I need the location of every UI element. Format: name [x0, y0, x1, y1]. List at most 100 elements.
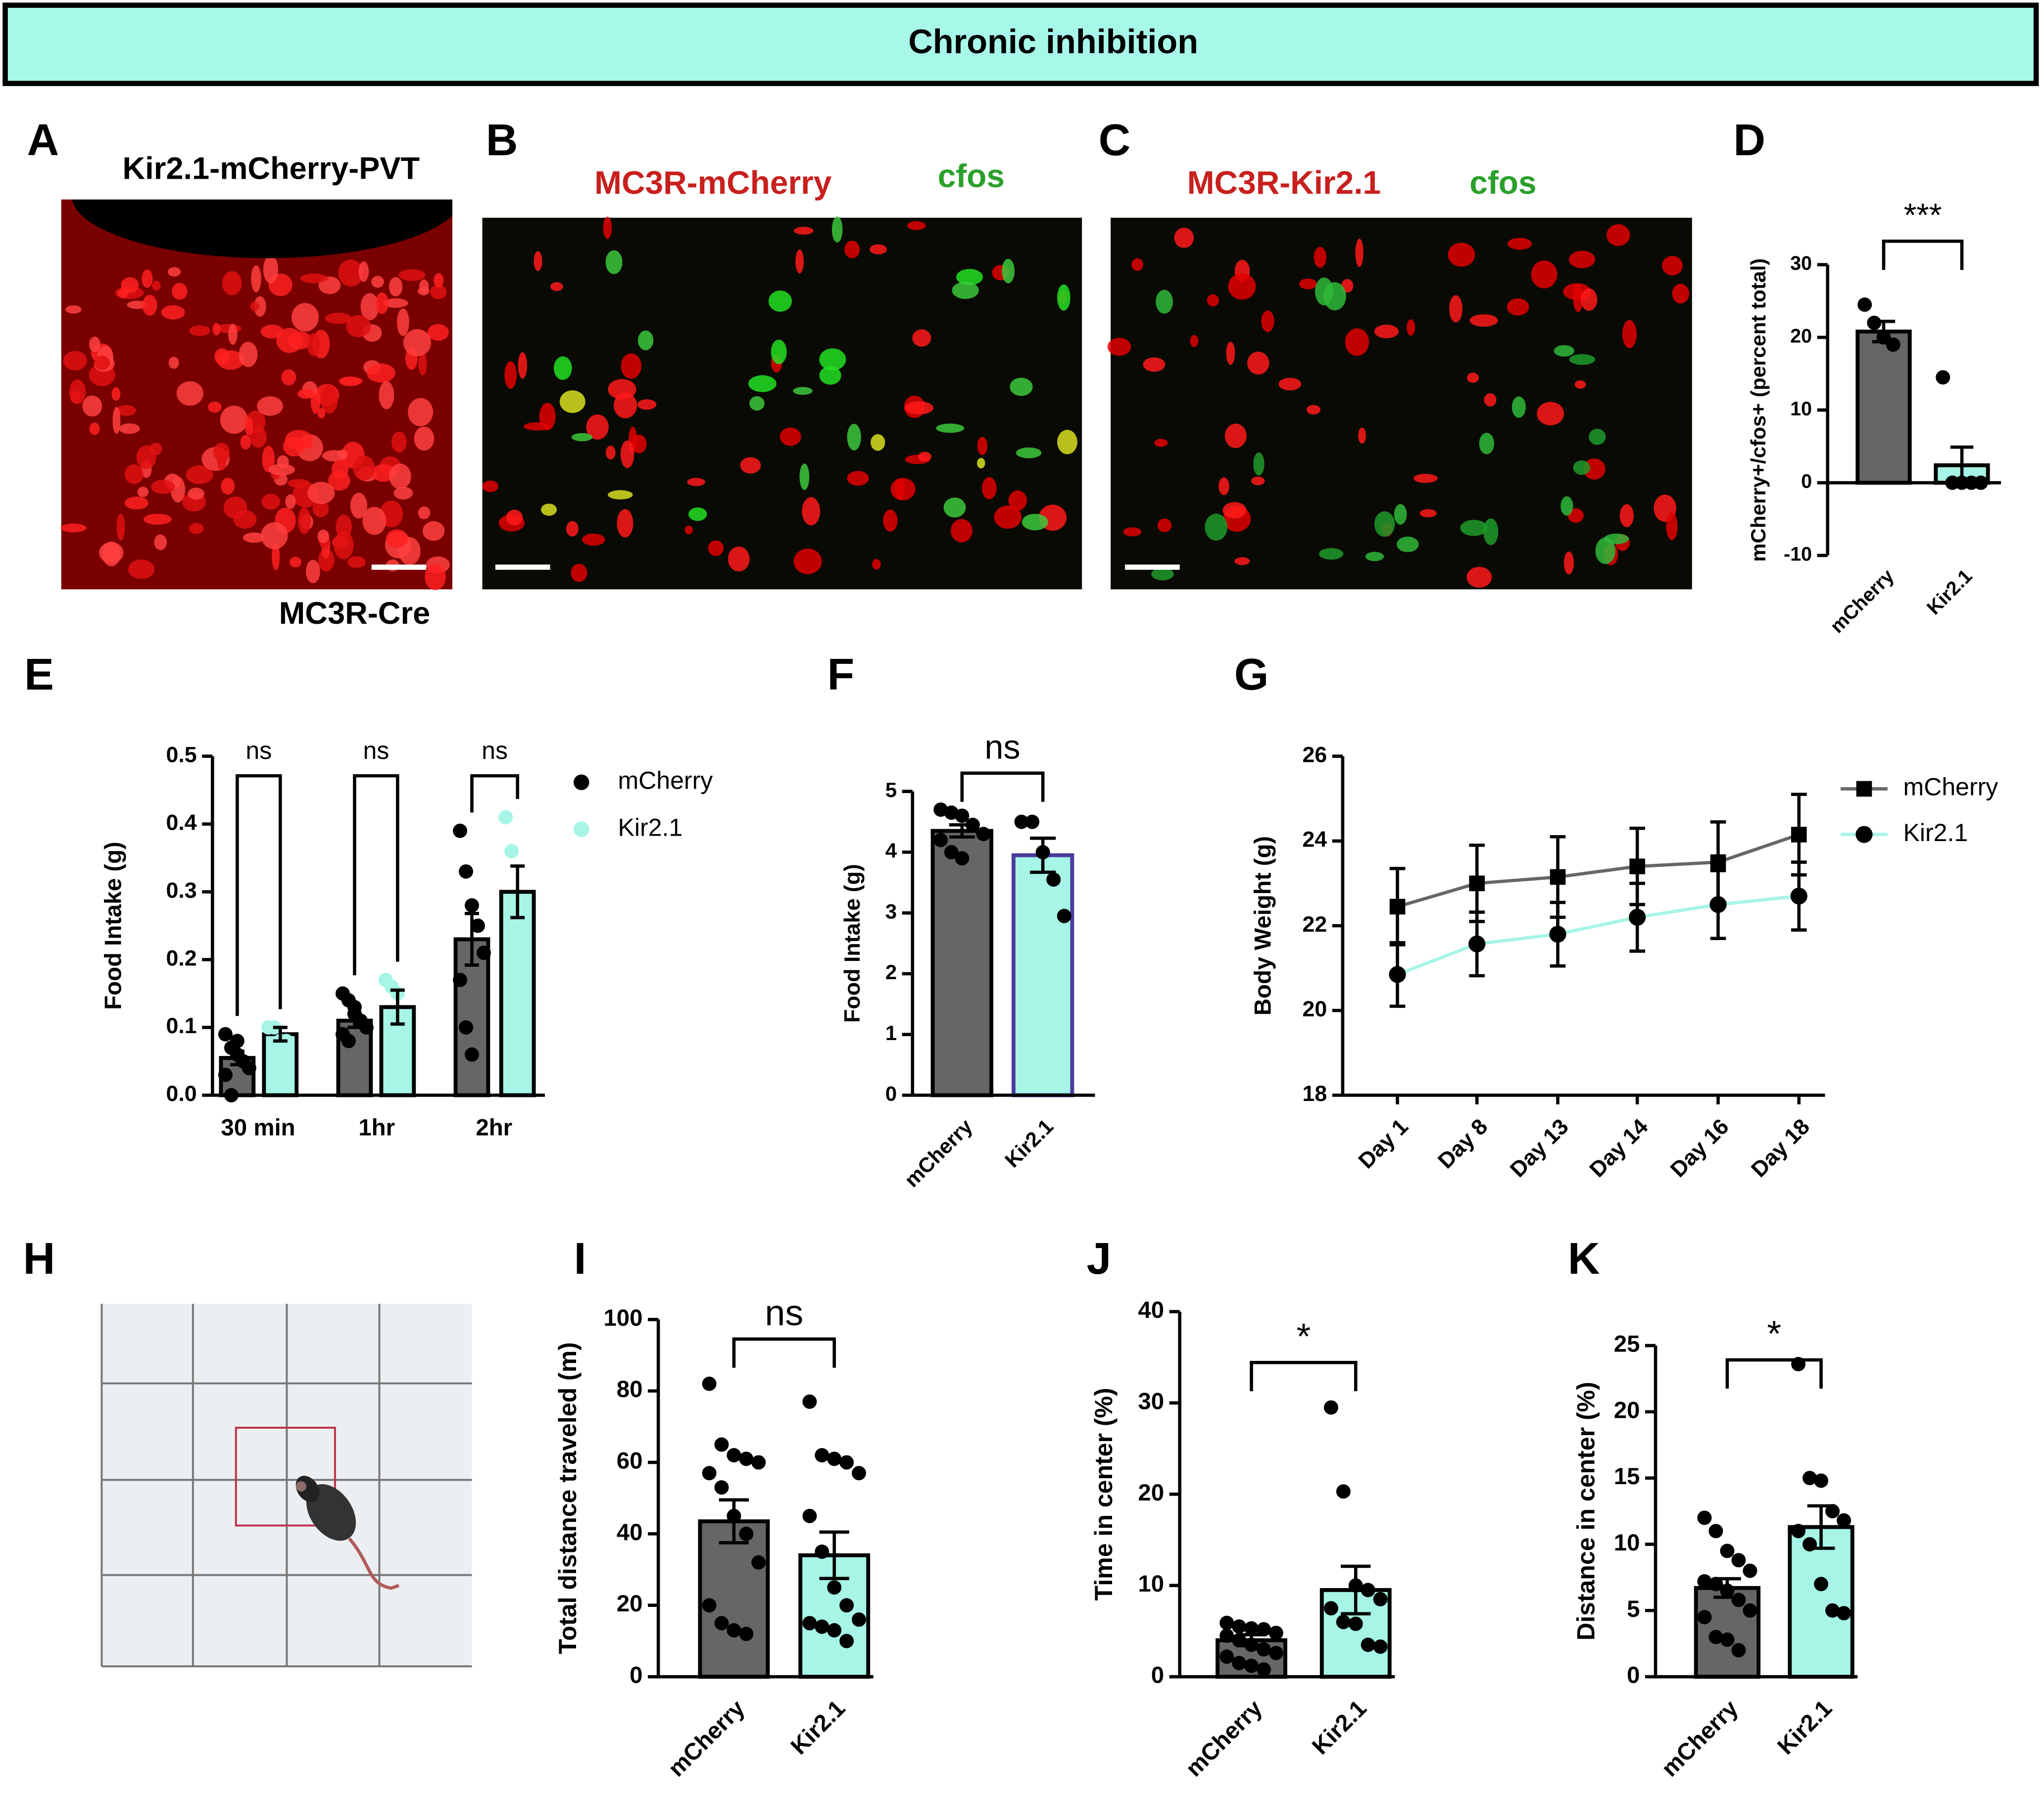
significance-label: ns — [245, 737, 272, 764]
cell — [1314, 247, 1327, 268]
data-point — [1219, 1615, 1234, 1630]
cell — [1560, 496, 1573, 516]
y-axis-label: Body Weight (g) — [1250, 836, 1276, 1015]
cell — [541, 503, 557, 516]
data-point — [751, 1555, 766, 1570]
micrograph-a — [60, 199, 452, 591]
data-point — [727, 1623, 741, 1638]
error-bar — [949, 823, 975, 839]
cell — [289, 556, 301, 568]
data-point — [852, 1466, 867, 1481]
cell — [298, 507, 311, 535]
cell — [137, 487, 148, 498]
cell — [1569, 354, 1596, 365]
data-point — [739, 1526, 754, 1541]
data-point — [1323, 1400, 1338, 1415]
y-tick-label: 4 — [885, 839, 897, 862]
cell — [1581, 288, 1598, 311]
cell — [1002, 258, 1015, 284]
y-tick-label: 10 — [1138, 1571, 1164, 1597]
cell — [1207, 294, 1219, 307]
cell — [539, 402, 556, 431]
cell — [586, 414, 609, 440]
cell — [389, 277, 403, 297]
data-point — [944, 845, 959, 859]
y-axis-label: Food Intake (g) — [100, 842, 126, 1010]
cell — [208, 401, 222, 413]
cell — [1595, 537, 1616, 564]
panel-letter: D — [1733, 115, 1765, 164]
cell — [793, 549, 822, 574]
cell — [951, 519, 973, 543]
micrograph-b — [482, 216, 1082, 590]
cell — [912, 329, 931, 347]
cell — [375, 292, 389, 314]
cell — [621, 353, 642, 379]
center-zone — [235, 1427, 336, 1527]
data-point — [702, 1466, 717, 1481]
cell — [1319, 548, 1344, 560]
data-point — [218, 1067, 233, 1082]
cell — [1222, 502, 1247, 519]
scale-bar — [371, 564, 427, 570]
significance-bracket — [732, 1337, 836, 1368]
cell — [795, 250, 804, 274]
y-tick-label: 5 — [1627, 1596, 1640, 1622]
cell — [847, 424, 861, 450]
error-bar — [1341, 1564, 1371, 1616]
cell — [1358, 427, 1366, 444]
cell — [142, 269, 153, 288]
cell — [1057, 284, 1071, 311]
data-point — [1697, 1610, 1712, 1625]
cell — [336, 514, 352, 539]
cell — [684, 525, 693, 535]
data-point — [1232, 1633, 1247, 1648]
data-point — [1731, 1643, 1746, 1658]
cell — [172, 283, 188, 300]
data-point — [1373, 1592, 1388, 1606]
cell — [1205, 513, 1228, 541]
cell — [799, 463, 810, 490]
data-point — [464, 1047, 479, 1062]
cell — [213, 443, 230, 462]
data-point — [751, 1455, 766, 1470]
cell — [212, 323, 221, 336]
y-tick-label: 15 — [1614, 1463, 1640, 1490]
bar — [930, 829, 994, 1098]
mouse-body — [306, 1484, 356, 1541]
cell — [418, 287, 430, 296]
cell — [334, 531, 354, 559]
x-tick-label: 1hr — [358, 1114, 395, 1141]
legend-marker — [573, 821, 589, 837]
cell — [1469, 314, 1498, 327]
data-point — [1244, 1621, 1259, 1636]
cell — [1107, 338, 1131, 356]
mouse-ear — [295, 1481, 306, 1492]
cell — [239, 342, 258, 367]
cell — [550, 282, 563, 291]
cell — [422, 521, 445, 541]
cell — [320, 385, 338, 414]
error-bar — [1713, 1577, 1741, 1599]
cell — [346, 315, 371, 338]
cell — [366, 363, 395, 383]
cell — [1228, 273, 1256, 300]
cell — [1484, 393, 1497, 407]
cell — [261, 522, 288, 549]
cell — [614, 392, 637, 419]
cell — [688, 507, 707, 521]
cell — [168, 356, 179, 369]
cell — [393, 487, 413, 499]
data-point — [1802, 1471, 1817, 1486]
y-tick-label: 0 — [1151, 1662, 1164, 1689]
y-tick-label: 25 — [1614, 1331, 1640, 1357]
data-point — [802, 1394, 817, 1409]
error-bar — [1872, 319, 1896, 344]
panel-letter: G — [1234, 649, 1269, 699]
cell — [188, 488, 205, 500]
cell — [872, 559, 881, 570]
data-point — [359, 1020, 374, 1035]
marker — [1469, 875, 1485, 892]
significance-label: * — [1767, 1313, 1781, 1354]
